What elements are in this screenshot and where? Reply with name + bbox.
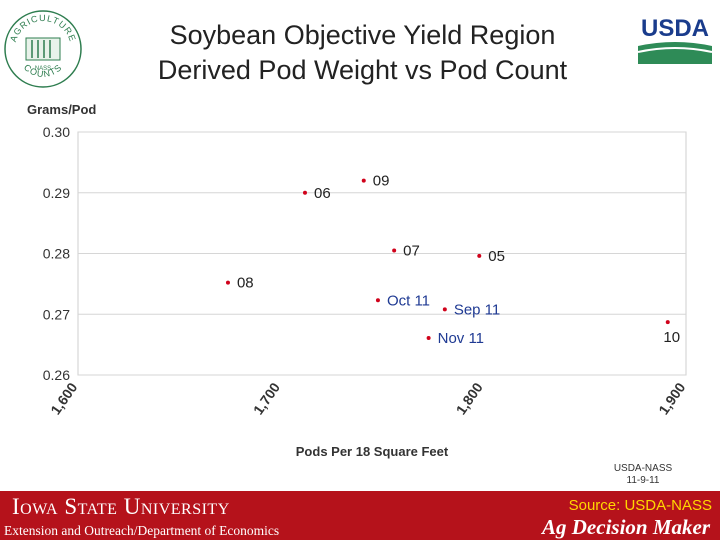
y-tick-label: 0.30 [43, 124, 70, 140]
point-label: 09 [373, 173, 390, 190]
chart-title-line2: Derived Pod Weight vs Pod Count [157, 55, 568, 85]
data-point [665, 320, 670, 325]
data-point [225, 280, 230, 285]
ag-decision-maker-brand: Ag Decision Maker [542, 515, 710, 539]
chart-credit: USDA-NASS 11-9-11 [606, 463, 680, 487]
point-label: 05 [488, 248, 505, 265]
data-point [392, 248, 397, 253]
gridlines [78, 131, 686, 376]
point-label: 07 [403, 242, 420, 259]
svg-text:NASS: NASS [35, 66, 51, 72]
x-tick-label: 1,900 [655, 379, 688, 417]
y-tick-label: 0.29 [43, 185, 70, 201]
y-axis-label: Grams/Pod [27, 102, 96, 117]
x-tick-label: 1,700 [250, 379, 283, 417]
footer-bar: Iowa State University Extension and Outr… [0, 491, 720, 540]
scatter-chart: Grams/Pod 0.26 0.27 0.28 0.29 0.30 1,600 1,70… [27, 102, 689, 459]
point-label: Nov 11 [438, 330, 484, 347]
point-label: 10 [663, 329, 680, 346]
chart-title-line1: Soybean Objective Yield Region [169, 20, 556, 50]
department-name: Extension and Outreach/Department of Eco… [4, 523, 280, 538]
data-point [302, 190, 307, 195]
usda-logo: USDA [637, 15, 713, 64]
data-point [375, 298, 380, 303]
credit-agency: USDA-NASS [613, 463, 673, 474]
source-note: Source: USDA-NASS [568, 497, 712, 514]
y-tick-label: 0.27 [43, 306, 70, 322]
point-label: Sep 11 [454, 301, 500, 318]
data-point [477, 253, 482, 258]
university-name: Iowa State University [12, 494, 230, 519]
data-point [426, 335, 431, 340]
svg-text:USDA: USDA [641, 15, 709, 42]
data-point [361, 178, 366, 183]
y-tick-labels: 0.26 0.27 0.28 0.29 0.30 [43, 124, 70, 383]
nass-agriculture-counts-logo: AGRICULTURE COUNTS NASS [4, 10, 82, 88]
data-point [442, 307, 447, 312]
y-tick-label: 0.28 [43, 246, 70, 262]
svg-text:COUNTS: COUNTS [22, 62, 64, 79]
y-tick-label: 0.26 [43, 367, 70, 383]
x-tick-labels: 1,600 1,700 1,800 1,900 [47, 379, 688, 417]
point-label: 08 [237, 275, 254, 292]
point-label: 06 [314, 185, 331, 202]
credit-date: 11-9-11 [626, 475, 660, 486]
x-tick-label: 1,800 [453, 379, 486, 417]
point-label: Oct 11 [387, 292, 430, 309]
x-tick-label: 1,600 [47, 379, 80, 417]
data-points: 09 06 07 05 08 Oct 11 Sep 11 Nov 11 10 [225, 173, 680, 347]
x-axis-label: Pods Per 18 Square Feet [296, 444, 449, 459]
